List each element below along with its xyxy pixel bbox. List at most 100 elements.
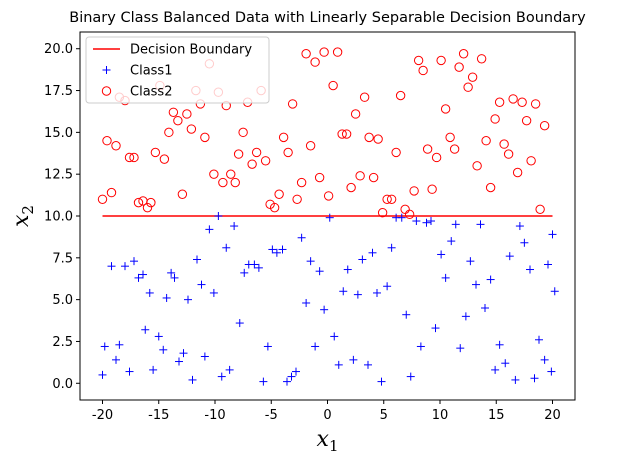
class2-point — [467, 72, 478, 82]
x-tick-label: -15 — [148, 408, 169, 423]
class2-point — [472, 161, 482, 171]
plot-marks — [97, 47, 559, 386]
class1-point — [535, 335, 543, 344]
class2-point — [391, 147, 401, 158]
class2-point — [142, 202, 153, 213]
class2-point — [323, 191, 334, 201]
class1-point — [406, 372, 415, 381]
class1-point — [230, 222, 239, 231]
class2-point — [296, 177, 307, 188]
y-tick-label: 2.5 — [52, 335, 73, 350]
class1-point — [544, 260, 552, 269]
class1-point — [511, 375, 520, 384]
class2-point — [382, 194, 392, 204]
class2-point — [106, 187, 117, 198]
class2-point — [512, 167, 523, 178]
x-tick-label: 0 — [323, 408, 331, 423]
class1-point — [217, 372, 226, 381]
class1-point — [134, 273, 143, 282]
class2-point — [494, 97, 505, 107]
class1-point — [306, 257, 315, 266]
class2-point — [445, 132, 455, 143]
class1-point — [383, 282, 392, 291]
y-tick-label: 0.0 — [52, 377, 73, 392]
class1-point — [235, 319, 244, 328]
class2-point — [422, 144, 433, 154]
class2-point — [111, 141, 121, 151]
x-axis-ticks: -20 -15 -10 -5 0 5 10 15 20 — [92, 400, 561, 423]
class2-point — [368, 172, 379, 183]
class1-point — [491, 365, 500, 374]
legend-label-class1: Class1 — [130, 64, 172, 79]
class1-point — [334, 360, 343, 369]
class2-point — [521, 115, 532, 126]
class2-point — [436, 55, 446, 66]
class1-point — [170, 273, 179, 282]
class2-point — [508, 94, 518, 104]
class2-point — [400, 204, 410, 215]
class1-point — [141, 325, 150, 334]
class1-point — [451, 220, 460, 229]
class1-point — [179, 349, 188, 358]
class1-point — [349, 355, 358, 364]
class2-point — [350, 109, 361, 119]
class2-point — [530, 99, 541, 109]
class2-point — [124, 152, 135, 163]
class1-point — [214, 212, 223, 220]
class1-point — [292, 367, 300, 376]
class1-point — [149, 365, 158, 374]
class1-point — [240, 268, 249, 277]
y-tick-label: 10.0 — [44, 210, 73, 225]
class1-point — [268, 245, 277, 254]
class2-point — [328, 80, 338, 91]
class1-point — [364, 360, 372, 369]
class1-point — [225, 365, 234, 374]
class1-point — [283, 377, 291, 386]
class2-point — [292, 194, 302, 204]
class1-point — [481, 304, 489, 312]
class1-point — [159, 345, 168, 354]
class2-point — [499, 139, 509, 149]
class1-point — [505, 252, 514, 261]
class2-point — [476, 54, 487, 64]
class2-point — [314, 172, 325, 183]
class1-point — [547, 367, 556, 376]
class1-point — [515, 222, 524, 231]
class2-point — [409, 186, 419, 196]
class2-point — [440, 104, 451, 114]
class2-point — [133, 197, 144, 208]
y-axis-label: x2 — [9, 205, 37, 227]
class2-point — [238, 127, 248, 138]
class2-point — [454, 62, 464, 72]
class1-point — [387, 243, 396, 252]
x-tick-label: -5 — [265, 408, 278, 423]
class2-point — [173, 115, 183, 126]
class2-point — [319, 47, 329, 57]
class2-point — [332, 47, 343, 57]
class1-point — [437, 250, 446, 259]
class2-point — [260, 156, 271, 166]
class1-point — [377, 377, 386, 386]
class2-point — [164, 127, 174, 138]
legend-plus-mark — [102, 66, 111, 74]
class2-point — [230, 177, 240, 188]
x-tick-label: 5 — [380, 408, 388, 423]
class2-point — [427, 184, 437, 194]
class1-point — [447, 237, 456, 246]
class2-point — [97, 194, 108, 204]
class2-point — [481, 136, 491, 146]
class1-point — [330, 332, 339, 341]
class1-point — [320, 305, 329, 314]
y-axis-ticks: 0.0 2.5 5.0 7.5 10.0 12.5 15.0 17.5 20.0 — [44, 42, 80, 392]
class2-point — [247, 159, 257, 169]
class1-point — [431, 324, 440, 333]
class1-point — [287, 372, 296, 381]
class2-point — [404, 209, 415, 220]
y-tick-label: 15.0 — [44, 126, 73, 141]
class1-point — [486, 275, 495, 284]
class1-point — [278, 245, 287, 254]
class1-point — [402, 310, 411, 319]
class2-point — [218, 177, 228, 188]
